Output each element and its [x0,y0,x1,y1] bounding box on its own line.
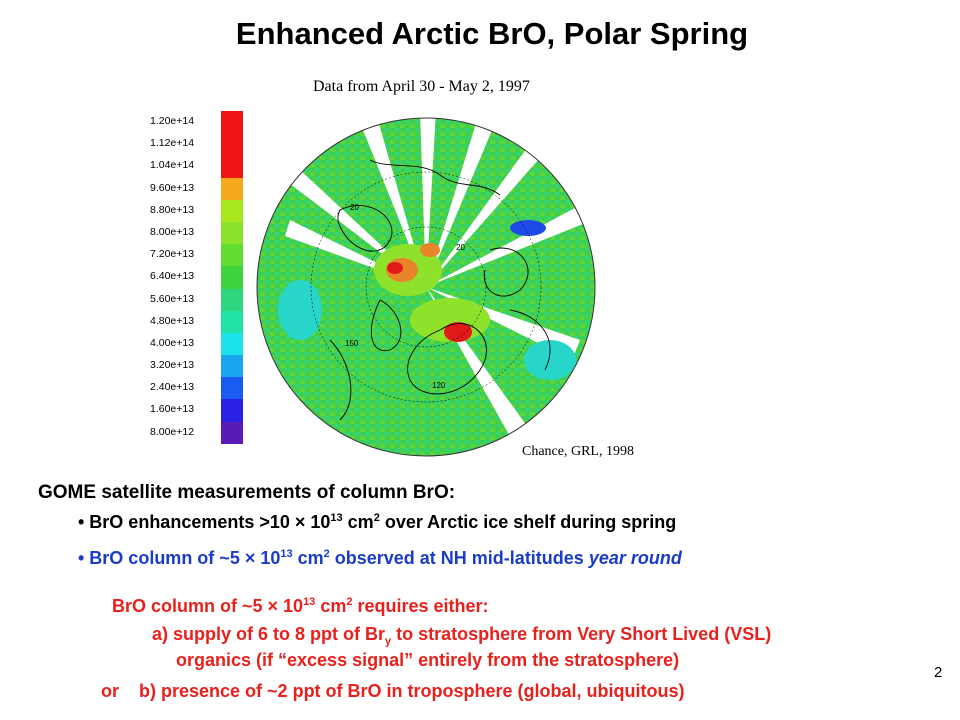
cyan-region [524,340,576,380]
emphasis: year round [588,548,682,568]
scale-swatch [221,133,243,156]
coastline [337,204,393,252]
color-scale-labels: 1.20e+14 1.12e+14 1.04e+14 9.60e+13 8.80e+13… [150,110,216,443]
requirement-text: BrO column of ~5 × 10 [112,596,304,616]
cyan-region [278,280,322,340]
red-region [444,322,472,342]
bullet-text: over Arctic ice shelf during spring [379,512,677,532]
exponent: 13 [330,512,343,524]
map-graticule [310,171,542,403]
orbit-gap [355,118,426,287]
exponent: 2 [373,512,380,524]
map-label: 150 [345,339,359,348]
scale-swatch [221,377,243,400]
coastline [369,159,501,196]
scale-swatch [221,111,243,134]
orbit-gap [420,118,436,287]
orbit-gap [426,118,498,287]
scale-swatch [221,355,243,378]
subscript: y [385,635,392,648]
orbit-gap [426,200,595,287]
requirement-line: BrO column of ~5 × 1013 cm2 requires eit… [112,596,489,617]
unit: cm [342,512,374,532]
map-label: 20 [456,243,465,252]
scale-swatch [221,221,243,245]
option-text: to stratosphere from Very Short Lived (V… [391,624,772,644]
bullet-midlatitudes: • BrO column of ~5 × 1013 cm2 observed a… [78,548,682,569]
option-a-line1: a) supply of 6 to 8 ppt of Bry to strato… [152,624,771,648]
option-text: b) presence of ~2 ppt of BrO in troposph… [139,681,685,701]
map-border [256,117,596,457]
bullet-arctic: • BrO enhancements >10 × 1013 cm2 over A… [78,512,676,533]
red-region [420,243,440,257]
bullet-text: observed at NH mid-latitudes [329,548,589,568]
scale-swatch [221,266,243,289]
scale-label: 2.40e+13 [150,381,195,394]
orbit-gap [426,130,554,287]
scale-label: 5.60e+13 [150,292,195,305]
scale-label: 8.00e+13 [150,225,195,238]
scale-label: 1.12e+14 [150,137,195,150]
scale-swatch [221,177,243,200]
scale-label: 1.60e+13 [150,403,195,416]
coastline [483,247,529,297]
scale-swatch [221,310,243,333]
scale-label: 8.00e+12 [150,425,195,438]
option-text: a) supply of 6 to 8 ppt of Br [152,624,385,644]
coastline [509,309,551,371]
scale-swatch [221,244,243,267]
page-number: 2 [934,664,943,681]
scale-swatch [221,288,243,311]
scale-swatch [221,399,243,422]
section-heading: GOME satellite measurements of column Br… [38,482,456,503]
coastline [329,339,352,421]
latitude-circle [310,171,542,403]
option-b-line: or b) presence of ~2 ppt of BrO in tropo… [101,681,685,702]
bullet-text: • BrO enhancements >10 × 10 [78,512,331,532]
scale-swatch [221,421,243,444]
or-label: or [101,681,119,701]
unit: cm [315,596,347,616]
scale-label: 9.60e+13 [150,181,195,194]
exponent: 2 [346,596,353,608]
option-a-line2: organics (if “excess signal” entirely fr… [176,650,680,670]
color-scale-bar [221,111,243,444]
citation: Chance, GRL, 1998 [522,444,634,459]
map-label: 120 [432,381,446,390]
polar-map-figure: 20 20 150 120 [256,117,596,457]
exponent: 2 [323,548,330,560]
scale-swatch [221,332,243,356]
scale-label: 1.20e+14 [150,115,195,127]
scale-swatch [221,199,243,222]
unit: cm [292,548,324,568]
scale-label: 6.40e+13 [150,270,195,283]
exponent: 13 [303,596,316,608]
exponent: 13 [280,548,293,560]
bullet-text: • BrO column of ~5 × 10 [78,548,281,568]
red-region [387,262,403,274]
scale-label: 8.80e+13 [150,203,195,216]
latitude-circle [365,226,487,348]
coastline [370,299,402,352]
scale-label: 4.80e+13 [150,314,195,327]
scale-label: 3.20e+13 [150,359,195,372]
map-label: 20 [350,203,359,212]
figure-subtitle: Data from April 30 - May 2, 1997 [313,78,530,95]
bro-enhancement-regions [278,220,576,380]
coastline [407,323,487,395]
coastlines [329,159,551,421]
slide-title: Enhanced Arctic BrO, Polar Spring [235,16,749,51]
scale-label: 4.00e+13 [150,336,195,349]
blue-region [510,220,546,236]
requirement-text: requires either: [352,596,489,616]
scale-label: 7.20e+13 [150,248,195,261]
scale-label: 1.04e+14 [150,159,195,172]
scale-swatch [221,155,243,178]
